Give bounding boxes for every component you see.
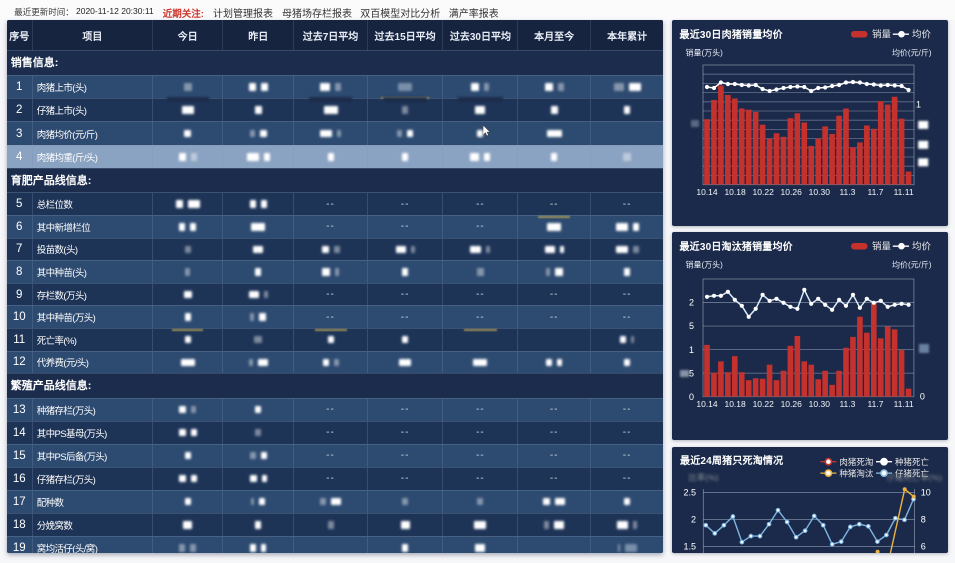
svg-text:10.26: 10.26: [781, 187, 803, 197]
svg-text:5: 5: [689, 321, 694, 331]
svg-text:种猪淘汰: 种猪淘汰: [839, 468, 874, 478]
svg-text:均价(元/斤): 均价(元/斤): [892, 48, 932, 58]
svg-text:销量: 销量: [872, 240, 891, 252]
svg-text:11.7: 11.7: [868, 399, 884, 409]
svg-text:比率(%): 比率(%): [688, 472, 718, 482]
svg-text:10.22: 10.22: [753, 187, 775, 197]
svg-text:最近30日淘汰猪销量均价: 最近30日淘汰猪销量均价: [680, 240, 794, 253]
svg-text:最近24周猪只死淘情况: 最近24周猪只死淘情况: [680, 454, 783, 467]
svg-text:10.22: 10.22: [753, 399, 775, 409]
svg-text:均价: 均价: [912, 29, 932, 41]
svg-text:11.7: 11.7: [868, 187, 884, 197]
svg-text:销量(万头): 销量(万头): [686, 259, 724, 269]
svg-text:6: 6: [921, 541, 926, 551]
svg-text:1: 1: [689, 344, 694, 354]
svg-text:11.3: 11.3: [839, 399, 855, 409]
svg-text:最近30日肉猪销量均价: 最近30日肉猪销量均价: [680, 28, 784, 41]
svg-text:均价(元/斤): 均价(元/斤): [892, 259, 932, 269]
svg-text:10.18: 10.18: [724, 399, 746, 409]
svg-text:0: 0: [920, 391, 925, 401]
svg-text:10.30: 10.30: [809, 399, 831, 409]
svg-text:仔猪死亡率(%): 仔猪死亡率(%): [886, 472, 942, 482]
svg-text:11.11: 11.11: [894, 187, 914, 197]
svg-text:10: 10: [921, 487, 931, 497]
svg-text:均价: 均价: [912, 240, 931, 252]
svg-text:11.11: 11.11: [894, 399, 914, 409]
svg-text:肉猪死淘: 肉猪死淘: [839, 456, 873, 466]
svg-text:10.26: 10.26: [781, 399, 803, 409]
svg-text:1: 1: [916, 100, 921, 110]
svg-text:11.3: 11.3: [839, 187, 855, 197]
svg-text:10.30: 10.30: [809, 187, 831, 197]
svg-text:10.18: 10.18: [724, 187, 746, 197]
svg-text:0: 0: [689, 392, 694, 402]
svg-text:销量(万头): 销量(万头): [686, 48, 724, 58]
svg-text:1.5: 1.5: [683, 541, 696, 551]
svg-text:仔猪死亡: 仔猪死亡: [895, 468, 930, 478]
svg-text:5: 5: [689, 368, 694, 378]
svg-text:8: 8: [921, 514, 926, 524]
svg-text:2: 2: [689, 297, 694, 307]
svg-text:10.14: 10.14: [696, 187, 718, 197]
svg-text:2.5: 2.5: [683, 487, 696, 497]
svg-text:销量: 销量: [872, 29, 892, 41]
svg-text:种猪死亡: 种猪死亡: [895, 456, 930, 466]
svg-text:10.14: 10.14: [696, 399, 718, 409]
svg-text:2: 2: [691, 514, 696, 524]
